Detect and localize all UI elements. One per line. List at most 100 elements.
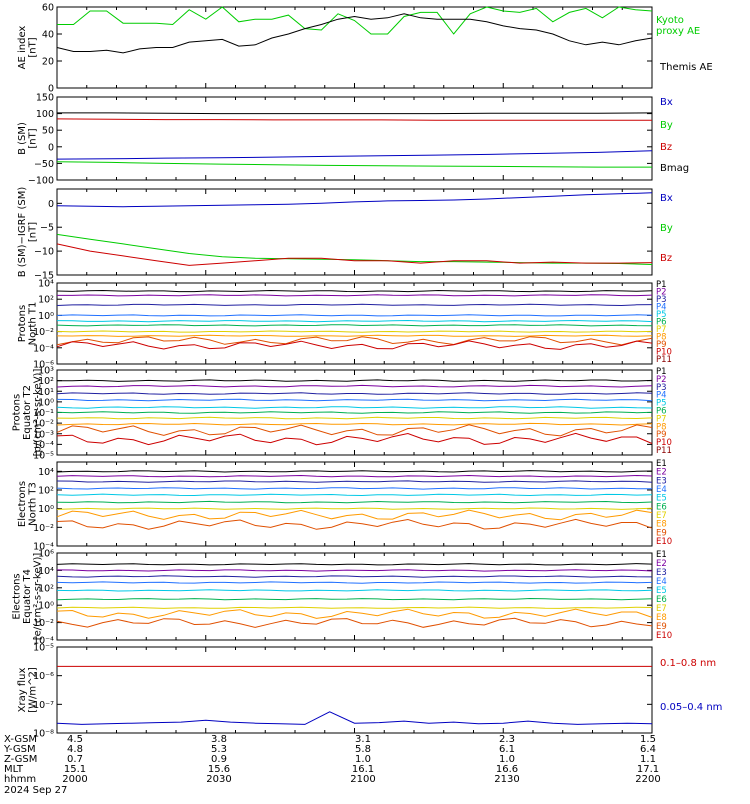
e_north-channel-E6 [56, 500, 653, 504]
p_north-channel-P1 [56, 289, 653, 293]
e_north-ytick-label: 10⁻² [33, 523, 54, 534]
p_eq-channel-label: P3 [656, 383, 667, 393]
bsm-legend-3: Bmag [660, 163, 689, 174]
p_north-channel-label: P9 [656, 340, 667, 350]
p_north-ytick-label: 10⁻⁶ [33, 360, 54, 371]
p_eq-channel-P3 [56, 392, 653, 395]
e_eq-ytick-label: 10⁻⁴ [33, 636, 54, 647]
p_north-ylabel: Protons [17, 305, 28, 342]
p_eq-channel-label: P6 [656, 407, 667, 417]
ae-ylabel: [nT] [27, 37, 38, 57]
p_eq-channel-P9 [56, 424, 653, 437]
xaxis-row-value: 0.7 [67, 754, 83, 765]
p_north-channel-P2 [57, 294, 653, 297]
e_north-channel-label: E7 [656, 511, 667, 521]
xaxis-row-label: Y-GSM [3, 744, 36, 755]
e_north-ytick-label: 10⁻⁴ [33, 542, 54, 553]
bsm-ylabel: B (SM) [17, 122, 28, 155]
xaxis-row-value: 2100 [350, 774, 375, 785]
ae-ytick-label: 20 [42, 57, 54, 68]
p_eq-ytick-label: 10⁻³ [33, 429, 54, 440]
bres-ylabel: B (SM)−IGRF (SM) [17, 187, 28, 278]
xaxis-row-value: 16.6 [496, 764, 518, 775]
xaxis-row-value: 5.3 [211, 744, 227, 755]
xaxis-row-label: hhmm [4, 774, 36, 785]
e_north-ylabel: North T3 [27, 482, 38, 526]
p_eq-ytick-label: 10² [38, 376, 54, 387]
e_north-channel-E7 [56, 507, 653, 510]
bsm-series-1 [56, 161, 652, 168]
p_north-ytick-label: 10⁻⁴ [33, 343, 54, 354]
e_north-channel-label: E9 [656, 528, 667, 538]
xaxis-row-value: 2130 [494, 774, 519, 785]
xray-legend-1: 0.05–0.4 nm [660, 702, 722, 713]
p_north-channel-P9 [56, 336, 653, 346]
bsm-legend-1: By [660, 120, 673, 131]
xray-panel-frame [56, 646, 653, 734]
xaxis-row-value: 3.1 [355, 734, 371, 745]
xaxis-row-value: 4.5 [67, 734, 83, 745]
bsm-ytick-label: 0 [48, 142, 54, 153]
xaxis-row-value: 0.9 [211, 754, 227, 765]
e_north-channel-E5 [56, 493, 653, 497]
e_eq-ylabel: Electrons [12, 573, 23, 619]
e_eq-channel-label: E7 [656, 604, 667, 614]
e_north-channel-E1 [56, 470, 653, 473]
p_eq-ylabel: [p/(cm²-s-sr-keV)] [33, 369, 44, 457]
p_north-channel-P10 [56, 340, 653, 350]
xaxis-row-value: 1.1 [640, 754, 656, 765]
p_north-channel-label: P6 [656, 318, 667, 328]
xray-ytick-label: 10⁻⁸ [33, 729, 54, 740]
e_eq-channel-label: E9 [656, 622, 667, 632]
bsm-ytick-label: 50 [42, 126, 54, 137]
p_eq-channel-label: P10 [656, 438, 672, 448]
p_north-ytick-label: 10⁻² [33, 327, 54, 338]
xray-ylabel: [W/m^2] [27, 667, 38, 713]
bsm-ytick-label: −100 [28, 176, 54, 187]
p_north-channel-label: P10 [656, 348, 672, 358]
e_north-channel-label: E8 [656, 520, 667, 530]
p_north-channel-P7 [56, 330, 653, 333]
p_north-channel-label: P2 [656, 288, 667, 298]
p_north-channel-label: P1 [656, 280, 667, 290]
xaxis-row-value: 15.6 [208, 764, 230, 775]
e_eq-channel-E6 [56, 597, 653, 601]
xaxis-row-value: 6.4 [640, 744, 656, 755]
bres-legend-2: Bz [660, 253, 672, 264]
bres-ylabel: [nT] [27, 222, 38, 242]
e_north-ylabel: Electrons [17, 481, 28, 527]
ae-ytick-label: 0 [48, 84, 54, 95]
p_north-channel-label: P11 [656, 355, 672, 365]
p_eq-channel-label: P1 [656, 367, 667, 377]
e_eq-channel-label: E10 [656, 631, 672, 641]
p_eq-channel-label: P2 [656, 375, 667, 385]
ae-series-0 [57, 6, 653, 35]
p_eq-channel-label: P11 [656, 446, 672, 456]
e_eq-channel-label: E4 [656, 577, 667, 587]
ae-legend-1: Themis AE [659, 62, 713, 73]
p_north-channel-P5 [56, 319, 653, 323]
p_eq-channel-P1 [57, 379, 653, 382]
bres-ytick-label: −15 [34, 271, 54, 282]
xaxis-row-label: X-GSM [4, 734, 37, 745]
p_eq-ylabel: Equator T2 [22, 385, 33, 440]
p_north-channel-P4 [56, 314, 653, 317]
e_eq-channel-E1 [56, 563, 653, 566]
p_north-ytick-label: 10² [38, 295, 54, 306]
bsm-ylabel: [nT] [27, 128, 38, 148]
e_eq-channel-label: E2 [656, 559, 667, 569]
e_north-channel-E3 [56, 480, 653, 483]
p_eq-channel-P8 [56, 422, 653, 426]
e_north-channel-label: E6 [656, 502, 667, 512]
e_eq-channel-E2 [56, 569, 653, 572]
xaxis-row-value: 1.0 [499, 754, 515, 765]
ae-ytick-label: 60 [42, 3, 54, 14]
ae-ytick-label: 40 [42, 30, 54, 41]
e_eq-ylabel: [e/(cm²-s-sr-keV)] [33, 553, 44, 641]
bsm-ytick-label: −50 [34, 159, 54, 170]
e_north-channel-label: E3 [656, 476, 667, 486]
p_north-channel-label: P3 [656, 295, 667, 305]
ae-ylabel: AE index [17, 26, 28, 70]
p_eq-channel-P2 [56, 384, 653, 388]
